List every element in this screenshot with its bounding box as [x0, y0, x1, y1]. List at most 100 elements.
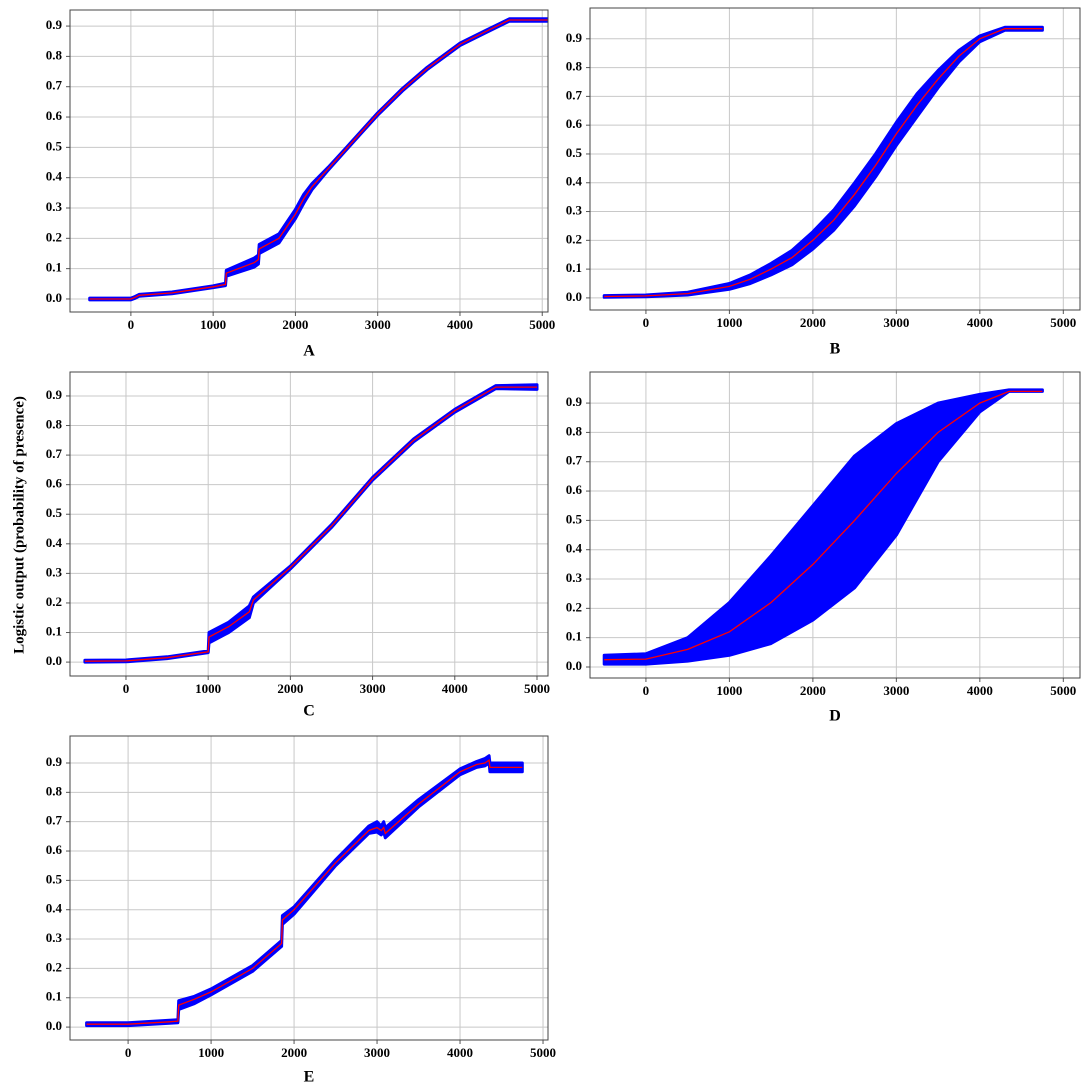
mean-line	[604, 28, 1043, 298]
y-tick-label: 0.9	[46, 17, 63, 32]
y-tick-label: 0.7	[566, 87, 583, 102]
plot-frame	[589, 7, 1081, 311]
plot-area	[70, 10, 548, 312]
x-tick-label: 5000	[530, 1045, 556, 1060]
x-tick-label: 5000	[524, 681, 550, 696]
plot-area	[590, 8, 1080, 310]
y-tick-label: 0.3	[566, 203, 583, 218]
x-tick-label: 3000	[364, 1045, 390, 1060]
y-tick-label: 0.6	[566, 482, 583, 497]
y-tick-label: 0.8	[566, 59, 583, 74]
y-tick-label: 0.4	[566, 174, 583, 189]
panel-label: E	[304, 1069, 315, 1086]
plot-frame	[69, 371, 549, 677]
y-tick-label: 0.0	[46, 290, 62, 305]
x-tick-label: 1000	[716, 683, 742, 698]
x-tick-label: 5000	[529, 317, 555, 332]
y-tick-label: 0.6	[46, 842, 63, 857]
y-tick-label: 0.0	[46, 653, 62, 668]
y-tick-label: 0.5	[46, 505, 63, 520]
y-tick-label: 0.8	[46, 417, 63, 432]
x-tick-label: 3000	[883, 315, 909, 330]
y-tick-label: 0.6	[46, 476, 63, 491]
y-tick-label: 0.7	[46, 446, 63, 461]
x-tick-label: 1000	[195, 681, 221, 696]
y-tick-label: 0.9	[566, 30, 583, 45]
y-tick-label: 0.3	[46, 564, 63, 579]
plot-frame	[69, 9, 549, 313]
x-tick-label: 4000	[967, 315, 993, 330]
y-tick-label: 0.2	[46, 959, 62, 974]
x-tick-label: 0	[123, 681, 130, 696]
x-tick-label: 0	[125, 1045, 132, 1060]
y-tick-label: 0.1	[46, 989, 62, 1004]
x-tick-label: 4000	[442, 681, 468, 696]
confidence-band	[88, 17, 548, 302]
plot-frame	[69, 735, 549, 1041]
y-tick-label: 0.3	[46, 930, 63, 945]
x-tick-label: 1000	[716, 315, 742, 330]
panel-label: A	[303, 343, 315, 360]
plot-frame	[589, 371, 1081, 679]
y-tick-label: 0.9	[46, 387, 63, 402]
y-tick-label: 0.4	[566, 541, 583, 556]
y-tick-label: 0.1	[46, 260, 62, 275]
x-tick-label: 2000	[277, 681, 303, 696]
y-tick-label: 0.4	[46, 535, 63, 550]
mean-line	[89, 19, 548, 300]
y-tick-label: 0.9	[566, 394, 583, 409]
x-tick-label: 1000	[198, 1045, 224, 1060]
y-tick-label: 0.4	[46, 901, 63, 916]
x-tick-label: 0	[128, 317, 135, 332]
mean-line	[86, 758, 523, 1025]
x-tick-label: 4000	[967, 683, 993, 698]
y-tick-label: 0.5	[46, 871, 63, 886]
y-tick-label: 0.8	[46, 783, 63, 798]
y-tick-label: 0.3	[566, 570, 583, 585]
y-tick-label: 0.7	[566, 453, 583, 468]
panel-label: B	[830, 341, 841, 358]
y-tick-label: 0.7	[46, 813, 63, 828]
x-tick-label: 5000	[1050, 683, 1076, 698]
y-tick-label: 0.2	[46, 594, 62, 609]
x-tick-label: 3000	[365, 317, 391, 332]
y-tick-label: 0.8	[566, 423, 583, 438]
panel-label: D	[829, 708, 841, 725]
mean-line	[604, 390, 1043, 661]
y-tick-label: 0.8	[46, 47, 63, 62]
y-tick-label: 0.5	[46, 138, 63, 153]
x-tick-label: 2000	[800, 683, 826, 698]
y-tick-label: 0.1	[566, 260, 582, 275]
y-axis-label: Logistic output (probability of presence…	[11, 396, 27, 654]
x-tick-label: 5000	[1050, 315, 1076, 330]
y-tick-label: 0.7	[46, 78, 63, 93]
x-tick-label: 3000	[883, 683, 909, 698]
plot-area	[70, 372, 548, 676]
x-tick-label: 0	[643, 315, 650, 330]
panel-label: C	[303, 703, 315, 720]
y-tick-label: 0.9	[46, 754, 63, 769]
y-tick-label: 0.3	[46, 199, 63, 214]
y-tick-label: 0.1	[46, 624, 62, 639]
x-tick-label: 2000	[282, 317, 308, 332]
confidence-band	[602, 25, 1044, 299]
mean-line	[84, 386, 537, 662]
y-tick-label: 0.1	[566, 629, 582, 644]
x-tick-label: 0	[643, 683, 650, 698]
x-tick-label: 3000	[360, 681, 386, 696]
y-tick-label: 0.6	[566, 116, 583, 131]
y-tick-label: 0.5	[566, 145, 583, 160]
x-tick-label: 2000	[281, 1045, 307, 1060]
y-tick-label: 0.2	[566, 599, 582, 614]
y-tick-label: 0.0	[46, 1018, 62, 1033]
x-tick-label: 4000	[447, 1045, 473, 1060]
y-tick-label: 0.0	[566, 289, 582, 304]
y-tick-label: 0.4	[46, 169, 63, 184]
y-tick-label: 0.0	[566, 658, 582, 673]
x-tick-label: 1000	[200, 317, 226, 332]
x-tick-label: 2000	[800, 315, 826, 330]
y-tick-label: 0.5	[566, 511, 583, 526]
y-tick-label: 0.2	[566, 231, 582, 246]
y-tick-label: 0.2	[46, 229, 62, 244]
